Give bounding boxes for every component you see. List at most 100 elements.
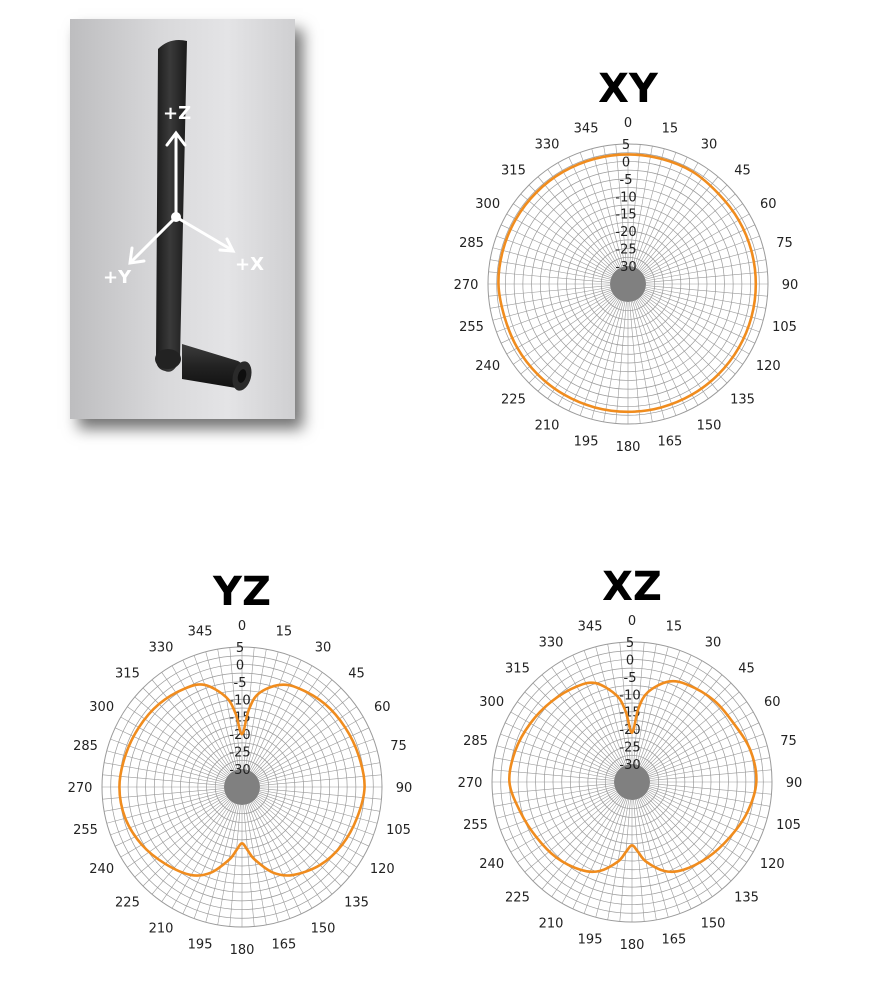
grid-spoke xyxy=(250,665,313,772)
radial-tick-label: -30 xyxy=(229,763,250,778)
grid-spoke xyxy=(579,300,623,416)
grid-spoke xyxy=(488,271,611,283)
grid-spoke xyxy=(253,679,333,774)
angle-tick-label: 180 xyxy=(620,938,645,953)
axes-arrows xyxy=(128,130,236,265)
grid-spoke xyxy=(607,644,630,765)
angle-tick-label: 105 xyxy=(772,320,797,335)
angle-tick-label: 45 xyxy=(734,163,751,178)
angle-tick-label: 90 xyxy=(782,278,799,293)
grid-spoke xyxy=(648,789,760,842)
antenna-connector xyxy=(182,344,246,389)
angle-tick-label: 255 xyxy=(459,320,484,335)
grid-spoke xyxy=(104,789,225,812)
grid-spoke xyxy=(645,691,740,771)
grid-spoke xyxy=(258,792,374,836)
angle-tick-label: 135 xyxy=(734,891,759,906)
angle-tick-label: 105 xyxy=(386,823,411,838)
grid-spoke xyxy=(541,674,621,769)
angle-tick-label: 285 xyxy=(463,734,488,749)
angle-tick-label: 0 xyxy=(238,619,246,634)
angle-tick-label: 315 xyxy=(505,661,530,676)
grid-spoke xyxy=(551,796,622,897)
angle-tick-label: 300 xyxy=(89,700,114,715)
angle-tick-label: 255 xyxy=(463,818,488,833)
angle-tick-label: 165 xyxy=(662,932,687,947)
grid-spoke xyxy=(250,802,313,909)
angle-tick-label: 315 xyxy=(115,666,140,681)
grid-spoke xyxy=(633,152,677,268)
grid-spoke xyxy=(645,285,768,297)
polar-chart-xz: XZ 5 0 -5 -10 -15 -20 -25 -30 0 15 30 45 60 75 90 105 120… xyxy=(432,560,832,974)
radial-tick-label: -25 xyxy=(615,243,636,258)
grid-spoke xyxy=(205,804,238,923)
center-disc xyxy=(610,266,646,302)
grid-spoke xyxy=(496,235,612,279)
grid-spoke xyxy=(645,793,740,873)
angle-tick-label: 45 xyxy=(738,661,755,676)
grid-spoke xyxy=(102,774,225,786)
grid-spoke xyxy=(541,795,621,890)
grid-spoke xyxy=(217,649,240,770)
grid-spoke xyxy=(645,259,766,282)
angle-tick-label: 30 xyxy=(701,138,718,153)
angle-tick-label: 135 xyxy=(730,393,755,408)
grid-spoke xyxy=(161,801,232,902)
grid-spoke xyxy=(134,696,229,776)
grid-spoke xyxy=(257,795,364,858)
angle-tick-label: 330 xyxy=(539,636,564,651)
grid-spoke xyxy=(647,790,754,853)
center-disc xyxy=(224,769,260,805)
grid-spoke xyxy=(649,745,768,778)
grid-spoke xyxy=(142,687,230,775)
angle-tick-label: 75 xyxy=(390,739,407,754)
angle-tick-label: 195 xyxy=(574,434,599,449)
grid-spoke xyxy=(561,660,624,767)
angle-tick-label: 315 xyxy=(501,163,526,178)
grid-spoke xyxy=(615,301,627,424)
grid-spoke xyxy=(644,235,760,279)
grid-spoke xyxy=(640,184,728,272)
grid-spoke xyxy=(528,296,616,384)
grid-spoke xyxy=(500,224,612,277)
angle-tick-label: 105 xyxy=(776,818,801,833)
grid-spoke xyxy=(500,291,612,344)
grid-spoke xyxy=(636,162,699,269)
angle-tick-label: 165 xyxy=(658,434,683,449)
grid-spoke xyxy=(256,797,357,868)
grid-spoke xyxy=(643,213,750,276)
grid-spoke xyxy=(583,650,627,766)
grid-spoke xyxy=(182,659,235,771)
grid-spoke xyxy=(642,203,743,274)
grid-spoke xyxy=(246,804,279,923)
grid-spoke xyxy=(532,682,620,770)
grid-spoke xyxy=(247,655,291,771)
antenna-hinge xyxy=(155,349,181,369)
radial-tick-label: -25 xyxy=(619,741,640,756)
grid-spoke xyxy=(205,651,238,770)
angle-tick-label: 330 xyxy=(535,138,560,153)
grid-spoke xyxy=(645,288,764,321)
angle-tick-label: 240 xyxy=(475,359,500,374)
angle-tick-label: 180 xyxy=(230,943,255,958)
grid-spoke xyxy=(632,148,665,267)
chart-title-yz: YZ xyxy=(212,569,271,615)
angle-tick-label: 0 xyxy=(628,614,636,629)
grid-spoke xyxy=(645,271,768,283)
grid-spoke xyxy=(645,286,766,309)
angle-tick-label: 240 xyxy=(479,857,504,872)
angle-tick-label: 60 xyxy=(760,197,777,212)
angle-tick-label: 15 xyxy=(276,625,293,640)
radial-tick-label: 5 xyxy=(626,636,634,651)
grid-spoke xyxy=(249,803,302,915)
radial-tick-label: -10 xyxy=(619,688,640,703)
angle-tick-label: 345 xyxy=(574,122,599,137)
angle-tick-label: 15 xyxy=(666,620,683,635)
grid-spoke xyxy=(120,795,227,858)
grid-spoke xyxy=(254,687,342,775)
radial-tick-label: -20 xyxy=(615,225,636,240)
grid-spoke xyxy=(647,711,754,774)
grid-spoke xyxy=(638,169,709,270)
